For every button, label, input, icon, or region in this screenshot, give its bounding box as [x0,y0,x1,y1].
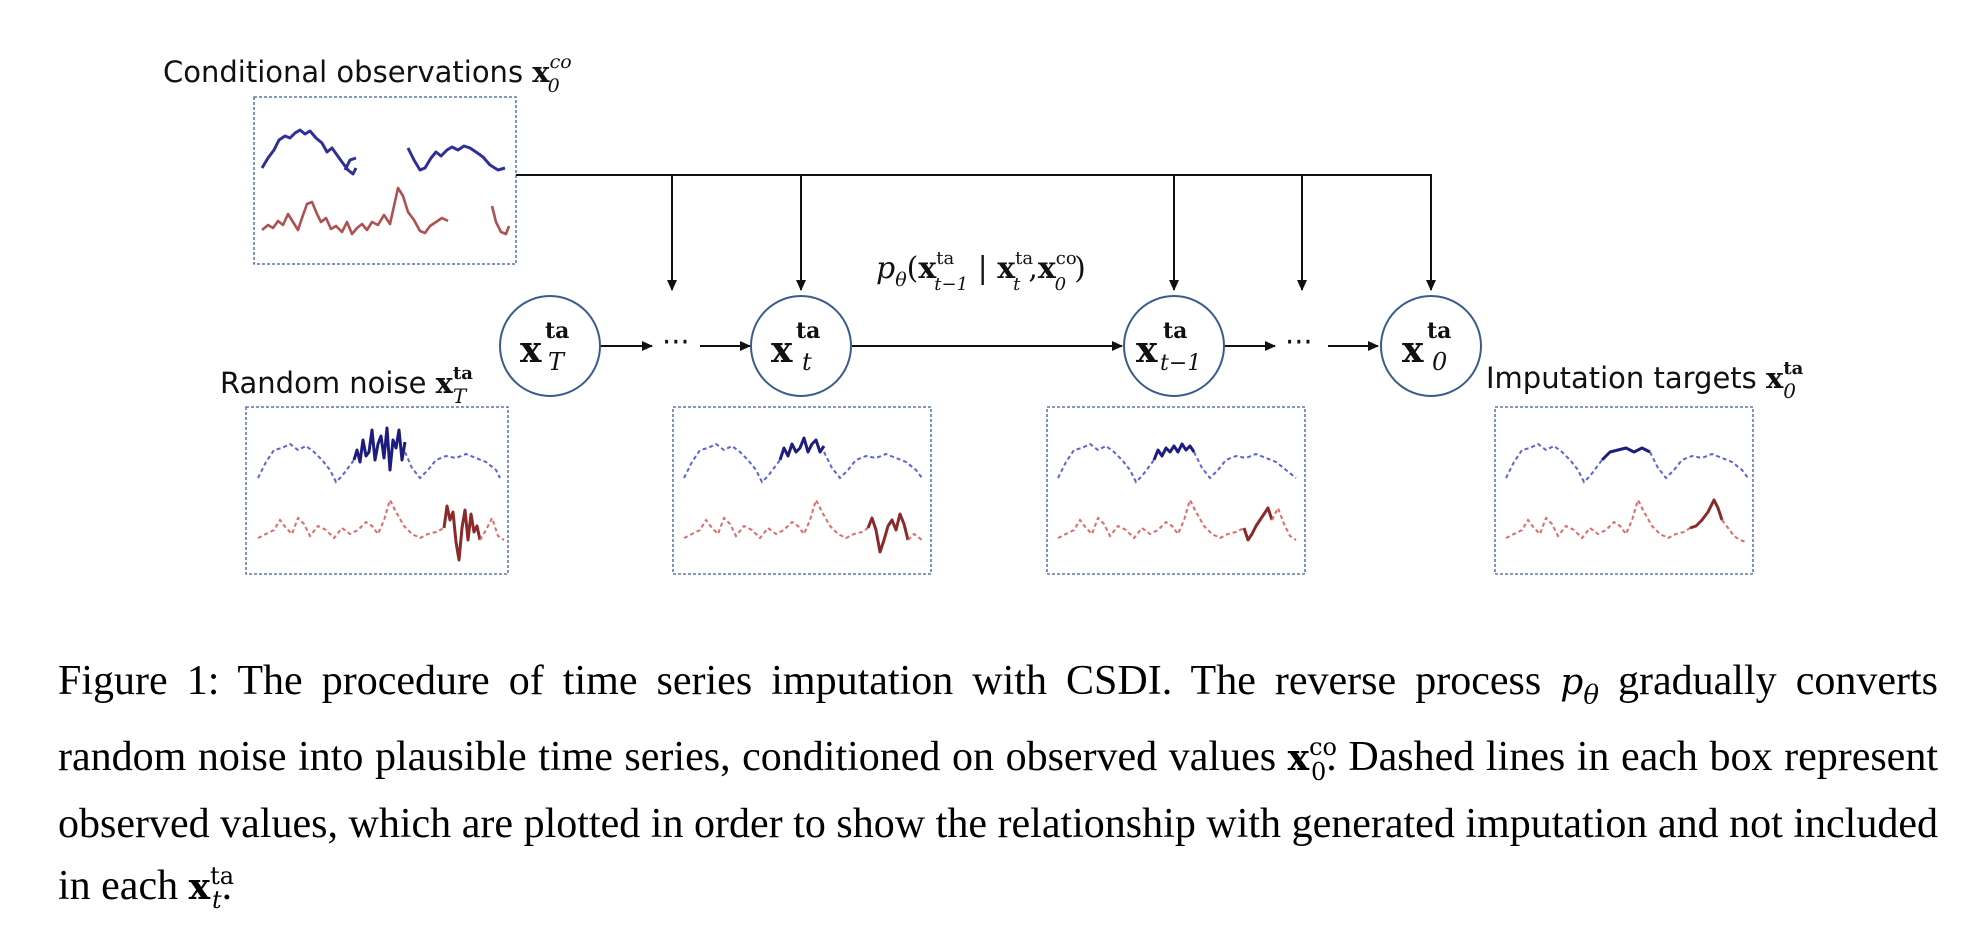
figure-caption: Figure 1: The procedure of time series im… [58,655,1938,926]
svg-text:x: x [1402,329,1424,371]
csdi-diagram: Conditional observations xco 0 pθ(xta t−1 … [163,51,1804,575]
caption-p: p [1560,662,1584,703]
reverse-chain: ··· ··· [600,325,1379,359]
observed-blue-series [260,128,358,176]
caption-theta: θ [1583,680,1599,711]
node-x-t: x ta t [750,295,852,397]
noise-box [245,406,509,575]
node-x-T: x ta T [499,295,601,397]
svg-text:ta: ta [1427,318,1451,344]
svg-text:Conditional observations xco0: Conditional observations xco 0 [163,51,572,97]
ellipsis-1: ··· [662,325,690,359]
caption-sup-co: co [1309,733,1337,762]
svg-text:ta: ta [1163,318,1187,344]
svg-text:ta: ta [545,318,569,344]
svg-text:x: x [1136,329,1158,371]
caption-part-4: . [221,862,233,909]
svg-text:0: 0 [1432,348,1447,376]
node-x-0: x ta 0 [1380,295,1482,397]
xt-minus-1-box [1046,406,1306,575]
caption-sup-ta: ta [210,861,235,890]
caption-sub-0: 0 [1310,757,1327,786]
ellipsis-2: ··· [1285,325,1313,359]
caption-x-co: x [1287,737,1310,780]
conditional-observations-label: Conditional observations xco 0 [163,51,572,97]
xt-box [672,406,932,575]
caption-part-1: The procedure of time series imputation … [237,658,1561,704]
figure-label: Figure 1: [58,658,220,704]
node-x-t-minus-1: x ta t−1 [1123,295,1225,397]
condition-bus [516,174,1436,291]
svg-text:t−1: t−1 [1160,351,1201,376]
svg-text:pθ(xtat−1 | xtat,xco0): pθ(xta t−1 | xta t ,xco 0) [876,248,1086,295]
svg-text:x: x [520,329,542,371]
svg-text:t: t [802,348,812,376]
conditional-observations-box [253,96,517,265]
caption-part-2: gradually converts random noise into pla… [58,658,1939,781]
caption-x-ta: x [188,865,211,908]
observed-red-series [261,186,449,236]
imputation-targets-label: Imputation targets xta 0 [1486,358,1804,403]
caption-part-3: . Dashed lines in each box represent obs… [58,734,1938,909]
caption-sub-t: t [212,886,222,915]
svg-text:T: T [548,348,566,376]
random-noise-label: Random noise xta T [220,363,473,408]
svg-text:ta: ta [796,318,820,344]
imputation-box [1494,406,1754,575]
svg-text:x: x [771,329,793,371]
transition-label: pθ(xta t−1 | xta t ,xco 0) [876,248,1086,295]
